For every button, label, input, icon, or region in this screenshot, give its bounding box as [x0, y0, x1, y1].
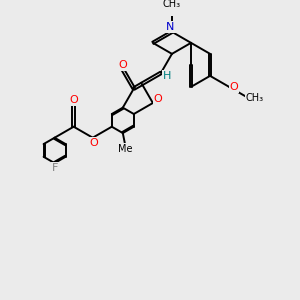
Text: O: O	[154, 94, 162, 104]
Text: O: O	[118, 60, 127, 70]
Text: CH₃: CH₃	[245, 93, 263, 103]
Text: H: H	[163, 71, 171, 81]
Text: F: F	[51, 163, 58, 173]
Text: CH₃: CH₃	[163, 0, 181, 9]
Text: O: O	[69, 95, 78, 105]
Text: Me: Me	[118, 144, 132, 154]
Text: O: O	[230, 82, 239, 92]
Text: N: N	[166, 22, 175, 32]
Text: O: O	[90, 138, 98, 148]
